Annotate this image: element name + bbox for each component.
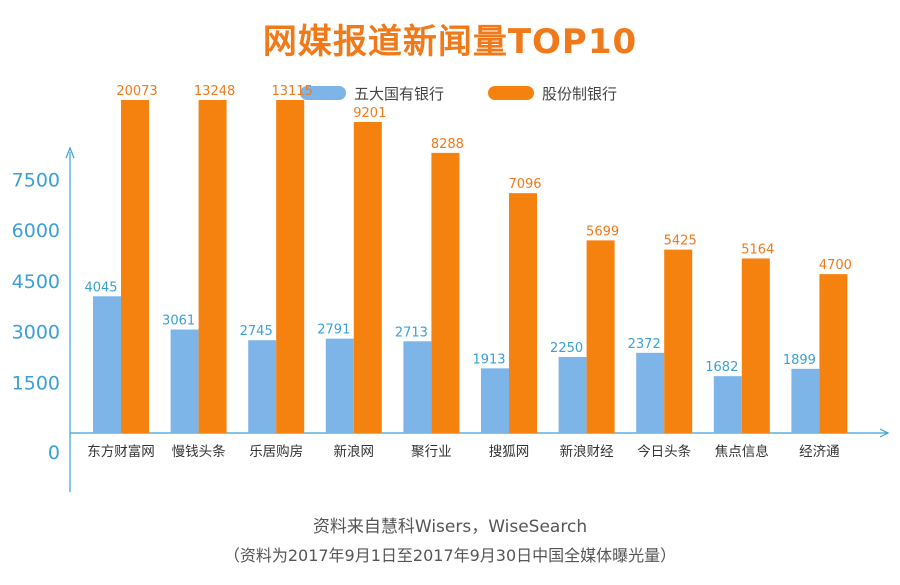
source-text: 资料来自慧科Wisers，WiseSearch [312,517,588,537]
data-label-joint-stock-banks: 9201 [353,106,386,121]
legend-label-joint-stock-banks: 股份制银行 [542,84,618,103]
chart-title: 网媒报道新闻量TOP10 [262,22,638,62]
legend-item-state-banks: 五大国有银行 [300,83,444,104]
bar-state-banks [170,329,199,433]
y-tick-label: 0 [48,442,60,464]
bar-joint-stock-banks [741,258,770,433]
bar-joint-stock-banks [664,249,693,433]
bar-state-banks [636,352,665,433]
data-label-state-banks: 4045 [84,280,117,295]
data-label-state-banks: 2745 [240,324,273,339]
bar-joint-stock-banks [509,193,537,433]
x-tick-label: 慢钱头条 [172,443,226,460]
bar-state-banks [713,376,742,433]
x-tick-label: 聚行业 [411,444,452,460]
legend-item-joint-stock-banks: 股份制银行 [488,83,617,104]
bar-state-banks [558,356,587,433]
data-label-joint-stock-banks: 4700 [819,258,852,273]
bar-state-banks [248,340,277,433]
data-label-joint-stock-banks: 13115 [272,84,313,99]
data-label-state-banks: 2372 [628,337,661,352]
x-tick-label: 新浪网 [334,444,375,460]
x-axis-arrow [879,428,890,438]
note-text: （资料为2017年9月1日至2017年9月30日中国全媒体曝光量） [223,546,677,565]
y-tick-label: 3000 [12,322,60,344]
bar-joint-stock-banks [198,100,227,433]
data-label-state-banks: 2250 [550,341,583,356]
x-tick-label: 今日头条 [637,443,691,460]
legend-label-state-banks: 五大国有银行 [354,84,445,103]
x-tick-label: 经济通 [799,444,840,460]
bar-joint-stock-banks [353,122,382,434]
bar-state-banks [791,368,820,433]
bar-joint-stock-banks [819,274,848,433]
x-tick-label: 新浪财经 [560,444,614,460]
legend-swatch-blue [300,86,346,100]
bar-joint-stock-banks [121,100,149,433]
bar-joint-stock-banks [586,240,615,433]
data-label-joint-stock-banks: 5425 [664,234,697,249]
y-axis-arrow [65,146,75,159]
legend-swatch-orange [488,86,535,100]
bar-state-banks [325,338,354,433]
bar-joint-stock-banks [431,152,460,433]
y-tick-label: 4500 [12,271,60,293]
data-label-joint-stock-banks: 13248 [194,84,235,99]
y-tick-label: 7500 [12,170,60,192]
y-tick-label: 1500 [12,372,60,394]
data-label-state-banks: 3061 [162,314,195,329]
bar-state-banks [93,296,121,433]
x-tick-label: 乐居购房 [249,444,303,460]
data-label-joint-stock-banks: 5164 [741,242,774,257]
data-label-state-banks: 2713 [395,325,428,340]
data-label-state-banks: 1899 [783,353,816,368]
x-tick-label: 焦点信息 [715,443,769,460]
y-tick-label: 6000 [12,220,60,242]
data-label-state-banks: 1682 [705,360,738,375]
data-label-joint-stock-banks: 7096 [508,177,541,192]
bar-state-banks [403,341,432,433]
data-label-state-banks: 2791 [317,323,350,338]
data-label-joint-stock-banks: 5699 [586,224,619,239]
x-tick-label: 搜狐网 [489,444,530,460]
bar-state-banks [481,368,509,433]
data-label-joint-stock-banks: 20073 [116,84,157,99]
data-label-joint-stock-banks: 8288 [431,137,464,152]
x-tick-label: 东方财富网 [87,443,155,460]
data-label-state-banks: 1913 [472,352,505,367]
bar-joint-stock-banks [276,100,305,433]
chart-legend: 五大国有银行 股份制银行 [300,82,661,104]
